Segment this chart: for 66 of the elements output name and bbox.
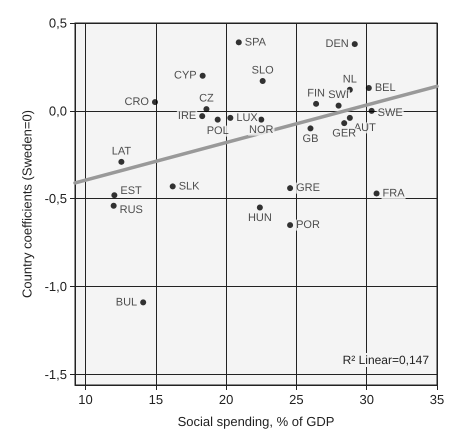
point xyxy=(313,100,320,107)
data-label: EST xyxy=(120,185,142,198)
data-label: CRO xyxy=(124,96,150,108)
x-tick-label: 35 xyxy=(430,392,444,407)
data-label: FRA xyxy=(382,187,406,200)
point xyxy=(260,78,266,84)
data-label: NL xyxy=(342,73,357,86)
data-label: DEN xyxy=(326,38,349,50)
y-axis-title: Country coefficients (Sweden=0) xyxy=(20,110,35,298)
point xyxy=(258,116,264,123)
data-label: BEL xyxy=(374,82,396,94)
x-axis-title: Social spending, % of GDP xyxy=(178,414,334,429)
y-tick-label: 0,0 xyxy=(48,103,67,118)
point xyxy=(287,185,294,192)
point xyxy=(199,113,206,120)
data-label: LAT xyxy=(112,145,132,158)
point xyxy=(287,222,294,228)
data-label: POR xyxy=(296,219,320,232)
data-label: RUS xyxy=(120,204,143,216)
data-label: HUN xyxy=(248,212,272,224)
data-label: POL xyxy=(206,125,229,138)
x-tick-label: 10 xyxy=(78,392,93,407)
point xyxy=(227,114,234,121)
data-label: SLO xyxy=(252,64,274,76)
point xyxy=(118,158,124,165)
point xyxy=(110,202,117,209)
point xyxy=(214,116,221,123)
data-label: CZ xyxy=(199,92,214,105)
point xyxy=(352,41,358,48)
point xyxy=(336,102,342,109)
data-label: SWI xyxy=(328,89,349,102)
y-tick-label: -1,0 xyxy=(44,279,67,294)
data-label: SPA xyxy=(244,36,267,48)
point xyxy=(200,72,206,79)
data-label: LUX xyxy=(236,112,258,124)
point xyxy=(374,190,380,196)
point xyxy=(341,120,348,126)
data-label: SWE xyxy=(378,106,403,119)
data-label: GRE xyxy=(296,182,320,194)
point xyxy=(346,114,353,121)
x-tick-label: 20 xyxy=(218,392,234,407)
data-label: CYP xyxy=(174,70,197,82)
x-tick-label: 15 xyxy=(148,392,164,407)
data-label: GER xyxy=(332,128,356,140)
point xyxy=(203,106,210,112)
point xyxy=(170,183,176,190)
annotation: R² Linear=0,147 xyxy=(342,353,430,367)
data-label: GB xyxy=(302,132,318,145)
y-tick-label: -0,5 xyxy=(44,191,67,206)
y-tick-label: 0,5 xyxy=(48,16,67,30)
point xyxy=(307,125,314,132)
y-tick-label: -1,5 xyxy=(44,366,67,382)
point xyxy=(366,85,372,92)
x-tick-label: 25 xyxy=(289,392,304,407)
point xyxy=(152,99,158,106)
data-label: SLK xyxy=(178,180,200,192)
data-label: FIN xyxy=(307,87,326,100)
point xyxy=(256,204,263,211)
data-label: NOR xyxy=(249,124,274,136)
x-tick-label: 30 xyxy=(359,392,374,407)
data-label: BUL xyxy=(116,296,138,308)
point xyxy=(111,192,118,198)
point xyxy=(236,39,242,46)
data-label: IRE xyxy=(178,110,196,122)
point xyxy=(368,108,375,114)
point xyxy=(140,299,146,306)
